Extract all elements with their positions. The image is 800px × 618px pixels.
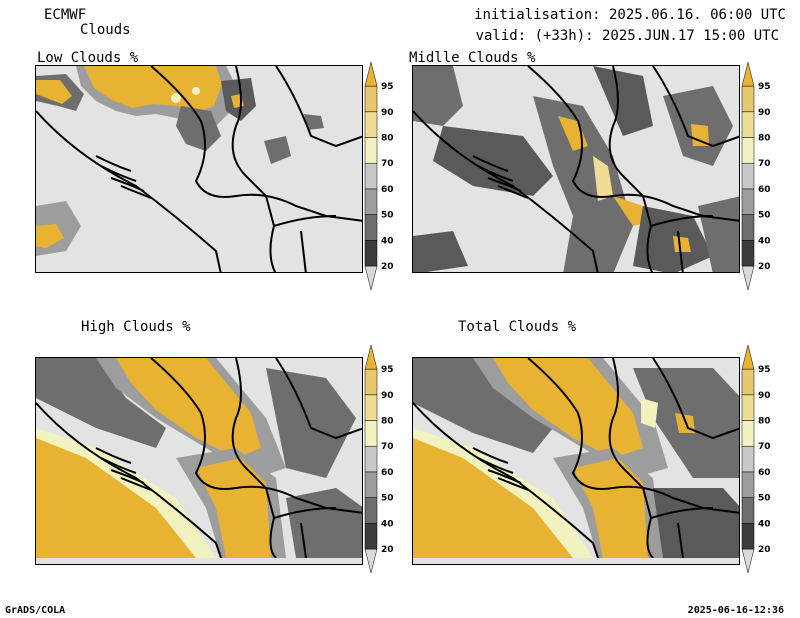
- colorbar-segment: [741, 240, 755, 267]
- colorbar-segment: [364, 85, 378, 113]
- country-borders: [413, 358, 739, 558]
- colorbar-segment: [364, 240, 378, 267]
- colorbar-high-clouds: 20 40 50 60 70 80 90 95: [364, 341, 404, 577]
- colorbar-total-clouds: 20 40 50 60 70 80 90 95: [741, 341, 781, 577]
- colorbar-segment: [364, 188, 378, 215]
- cloud-cover-fill: [413, 358, 739, 558]
- middle-clouds-map: [412, 65, 740, 273]
- colorbar-tick-label: 60: [758, 468, 771, 478]
- colorbar-tick-label: 60: [758, 185, 771, 195]
- colorbar-tick-label: 20: [381, 545, 394, 555]
- colorbar-segment: [364, 265, 378, 291]
- footer-timestamp: 2025-06-16-12:36: [687, 605, 784, 616]
- colorbar-tick-label: 90: [381, 108, 394, 118]
- colorbar-segment: [741, 188, 755, 215]
- colorbar-tick-label: 40: [758, 236, 771, 246]
- colorbar-segment: [364, 111, 378, 138]
- colorbar-segment: [364, 420, 378, 447]
- colorbar-tick-label: 70: [381, 159, 394, 169]
- colorbar-segment: [741, 62, 755, 87]
- colorbar-segment: [364, 162, 378, 190]
- country-borders: [36, 358, 362, 558]
- low-clouds-map: [35, 65, 363, 273]
- colorbar-segment: [741, 137, 755, 164]
- cloud-cover-fill: [36, 358, 362, 558]
- country-borders: [413, 66, 739, 272]
- colorbar-segment: [364, 523, 378, 550]
- colorbar-segment: [741, 265, 755, 291]
- colorbar-tick-label: 50: [381, 494, 394, 504]
- colorbar-segment: [364, 62, 378, 87]
- colorbar-tick-label: 50: [758, 211, 771, 221]
- model-name: ECMWF: [44, 7, 87, 23]
- colorbar-segment: [364, 497, 378, 524]
- colorbar-tick-label: 90: [758, 108, 771, 118]
- panel-title-total-clouds: Total Clouds %: [458, 319, 577, 335]
- colorbar-tick-label: 20: [381, 262, 394, 272]
- product-name: Clouds: [80, 22, 131, 38]
- colorbar-segment: [741, 345, 755, 370]
- colorbar-tick-label: 70: [758, 442, 771, 452]
- panel-title-low-clouds: Low Clouds %: [37, 50, 139, 66]
- colorbar-segment: [741, 548, 755, 574]
- colorbar-segment: [364, 471, 378, 498]
- colorbar-segment: [741, 420, 755, 447]
- colorbar-tick-label: 50: [381, 211, 394, 221]
- colorbar-segment: [741, 394, 755, 421]
- colorbar-tick-label: 20: [758, 262, 771, 272]
- panel-title-high-clouds: High Clouds %: [81, 319, 191, 335]
- colorbar-tick-label: 40: [758, 519, 771, 529]
- country-borders: [36, 66, 362, 272]
- total-clouds-map: [412, 357, 740, 565]
- colorbar-segment: [364, 368, 378, 396]
- colorbar-segment: [741, 111, 755, 138]
- colorbar-segment: [741, 85, 755, 113]
- colorbar-tick-label: 95: [381, 365, 394, 375]
- colorbar-tick-label: 80: [758, 417, 771, 427]
- colorbar-segment: [364, 137, 378, 164]
- cloud-cover-fill: [36, 66, 362, 272]
- colorbar-low-clouds: 20 40 50 60 70 80 90 95: [364, 58, 404, 294]
- colorbar-segment: [741, 523, 755, 550]
- colorbar-segment: [741, 471, 755, 498]
- colorbar-segment: [364, 548, 378, 574]
- colorbar-segment: [364, 445, 378, 473]
- colorbar-segment: [364, 214, 378, 241]
- colorbar-segment: [364, 345, 378, 370]
- colorbar-tick-label: 80: [381, 134, 394, 144]
- colorbar-tick-label: 90: [381, 391, 394, 401]
- colorbar-segment: [741, 445, 755, 473]
- colorbar-tick-label: 40: [381, 236, 394, 246]
- colorbar-tick-label: 70: [758, 159, 771, 169]
- cloud-cover-fill: [413, 66, 739, 272]
- colorbar-segment: [741, 497, 755, 524]
- colorbar-tick-label: 95: [758, 365, 771, 375]
- colorbar-middle-clouds: 20 40 50 60 70 80 90 95: [741, 58, 781, 294]
- colorbar-segment: [741, 162, 755, 190]
- colorbar-tick-label: 60: [381, 468, 394, 478]
- colorbar-tick-label: 80: [758, 134, 771, 144]
- colorbar-tick-label: 20: [758, 545, 771, 555]
- colorbar-tick-label: 95: [381, 82, 394, 92]
- high-clouds-map: [35, 357, 363, 565]
- footer-credit: GrADS/COLA: [5, 605, 66, 616]
- colorbar-segment: [741, 214, 755, 241]
- colorbar-segment: [741, 368, 755, 396]
- panel-title-middle-clouds: Midlle Clouds %: [409, 50, 536, 66]
- initialisation-time: initialisation: 2025.06.16. 06:00 UTC: [474, 7, 786, 23]
- colorbar-tick-label: 60: [381, 185, 394, 195]
- colorbar-tick-label: 50: [758, 494, 771, 504]
- colorbar-tick-label: 80: [381, 417, 394, 427]
- colorbar-tick-label: 90: [758, 391, 771, 401]
- colorbar-tick-label: 95: [758, 82, 771, 92]
- colorbar-segment: [364, 394, 378, 421]
- colorbar-tick-label: 70: [381, 442, 394, 452]
- colorbar-tick-label: 40: [381, 519, 394, 529]
- valid-time: valid: (+33h): 2025.JUN.17 15:00 UTC: [475, 28, 779, 44]
